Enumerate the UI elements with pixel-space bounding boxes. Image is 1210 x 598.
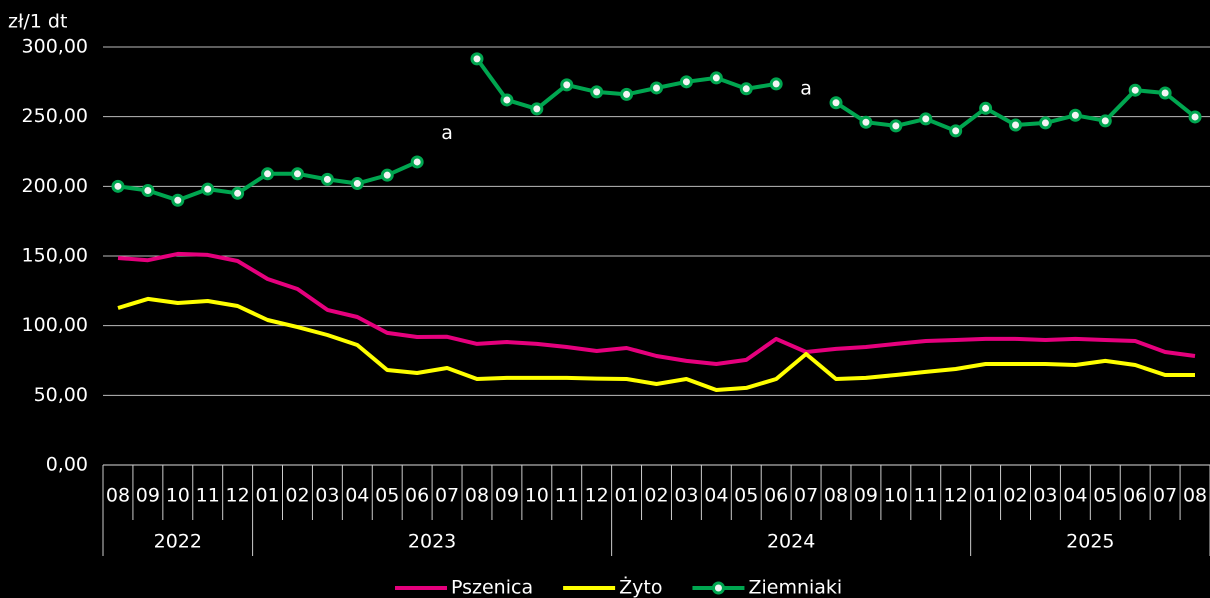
series-marker <box>709 71 723 85</box>
series-marker <box>201 182 215 196</box>
series-marker <box>111 179 125 193</box>
x-tick-label: 08 <box>106 485 130 507</box>
x-tick-label: 08 <box>465 485 489 507</box>
series-marker <box>320 172 334 186</box>
y-tick-label: 200,00 <box>22 175 88 197</box>
series-marker <box>979 101 993 115</box>
x-tick-label: 01 <box>974 485 998 507</box>
x-tick-label: 01 <box>255 485 279 507</box>
series-marker <box>171 193 185 207</box>
group-label: 2025 <box>1066 531 1114 553</box>
x-tick-label: 12 <box>944 485 968 507</box>
legend-label: Ziemniaki <box>748 577 842 598</box>
series-marker <box>1098 114 1112 128</box>
x-tick-label: 02 <box>1003 485 1027 507</box>
y-tick-label: 100,00 <box>22 314 88 336</box>
series-marker <box>470 52 484 66</box>
legend-label: Żyto <box>619 576 662 598</box>
x-tick-label: 01 <box>614 485 638 507</box>
series-marker <box>380 168 394 182</box>
series-marker <box>1068 108 1082 122</box>
group-label: 2022 <box>154 531 202 553</box>
series-marker <box>889 119 903 133</box>
annotation: a <box>441 122 453 144</box>
group-label: 2024 <box>767 531 815 553</box>
series-marker <box>261 167 275 181</box>
x-tick-label: 05 <box>734 485 758 507</box>
series-line <box>117 296 1195 392</box>
x-tick-label: 08 <box>824 485 848 507</box>
x-tick-label: 11 <box>196 485 220 507</box>
x-tick-label: 08 <box>1183 485 1207 507</box>
x-tick-label: 07 <box>794 485 818 507</box>
x-tick-label: 05 <box>375 485 399 507</box>
series-marker <box>290 167 304 181</box>
x-tick-label: 10 <box>884 485 908 507</box>
x-tick-label: 09 <box>136 485 160 507</box>
y-tick-label: 250,00 <box>22 105 88 127</box>
series-marker <box>410 155 424 169</box>
series-marker <box>1009 118 1023 132</box>
x-tick-label: 02 <box>644 485 668 507</box>
x-tick-label: 06 <box>405 485 429 507</box>
x-tick-label: 03 <box>315 485 339 507</box>
y-tick-label: 150,00 <box>22 245 88 267</box>
series-marker <box>500 93 514 107</box>
x-tick-label: 07 <box>435 485 459 507</box>
y-tick-label: 50,00 <box>34 384 88 406</box>
x-tick-label: 09 <box>854 485 878 507</box>
x-tick-label: 07 <box>1153 485 1177 507</box>
series-marker <box>679 75 693 89</box>
x-tick-label: 05 <box>1093 485 1117 507</box>
group-label: 2023 <box>408 531 456 553</box>
series-marker <box>1038 116 1052 130</box>
x-tick-label: 04 <box>345 485 369 507</box>
series-marker <box>590 85 604 99</box>
x-tick-label: 04 <box>1063 485 1087 507</box>
x-tick-label: 12 <box>585 485 609 507</box>
series-marker <box>919 112 933 126</box>
series-marker <box>769 77 783 91</box>
x-tick-label: 06 <box>1123 485 1147 507</box>
x-tick-label: 11 <box>914 485 938 507</box>
x-tick-label: 11 <box>555 485 579 507</box>
x-tick-label: 04 <box>704 485 728 507</box>
x-tick-label: 02 <box>285 485 309 507</box>
legend-marker <box>711 581 725 595</box>
series-marker <box>560 78 574 92</box>
series-marker <box>530 102 544 116</box>
x-tick-label: 10 <box>525 485 549 507</box>
x-tick-label: 03 <box>1033 485 1057 507</box>
y-tick-label: 0,00 <box>46 454 88 476</box>
y-axis-label: zł/1 dt <box>8 11 67 33</box>
series-marker <box>141 184 155 198</box>
x-tick-label: 09 <box>495 485 519 507</box>
series-marker <box>1128 83 1142 97</box>
series-marker <box>1158 86 1172 100</box>
series-line <box>117 251 1196 366</box>
y-tick-label: 300,00 <box>22 36 88 58</box>
series-marker <box>859 115 873 129</box>
series-marker <box>829 96 843 110</box>
x-tick-label: 06 <box>764 485 788 507</box>
annotation: a <box>800 77 812 99</box>
x-tick-label: 12 <box>226 485 250 507</box>
series-marker <box>650 81 663 95</box>
legend-label: Pszenica <box>451 577 533 598</box>
series-marker <box>949 124 963 138</box>
series-marker <box>739 82 753 96</box>
x-tick-label: 03 <box>674 485 698 507</box>
series-marker <box>1188 110 1202 124</box>
series-marker <box>350 177 364 191</box>
x-tick-label: 10 <box>166 485 190 507</box>
series-marker <box>231 186 245 200</box>
series-marker <box>620 87 634 101</box>
